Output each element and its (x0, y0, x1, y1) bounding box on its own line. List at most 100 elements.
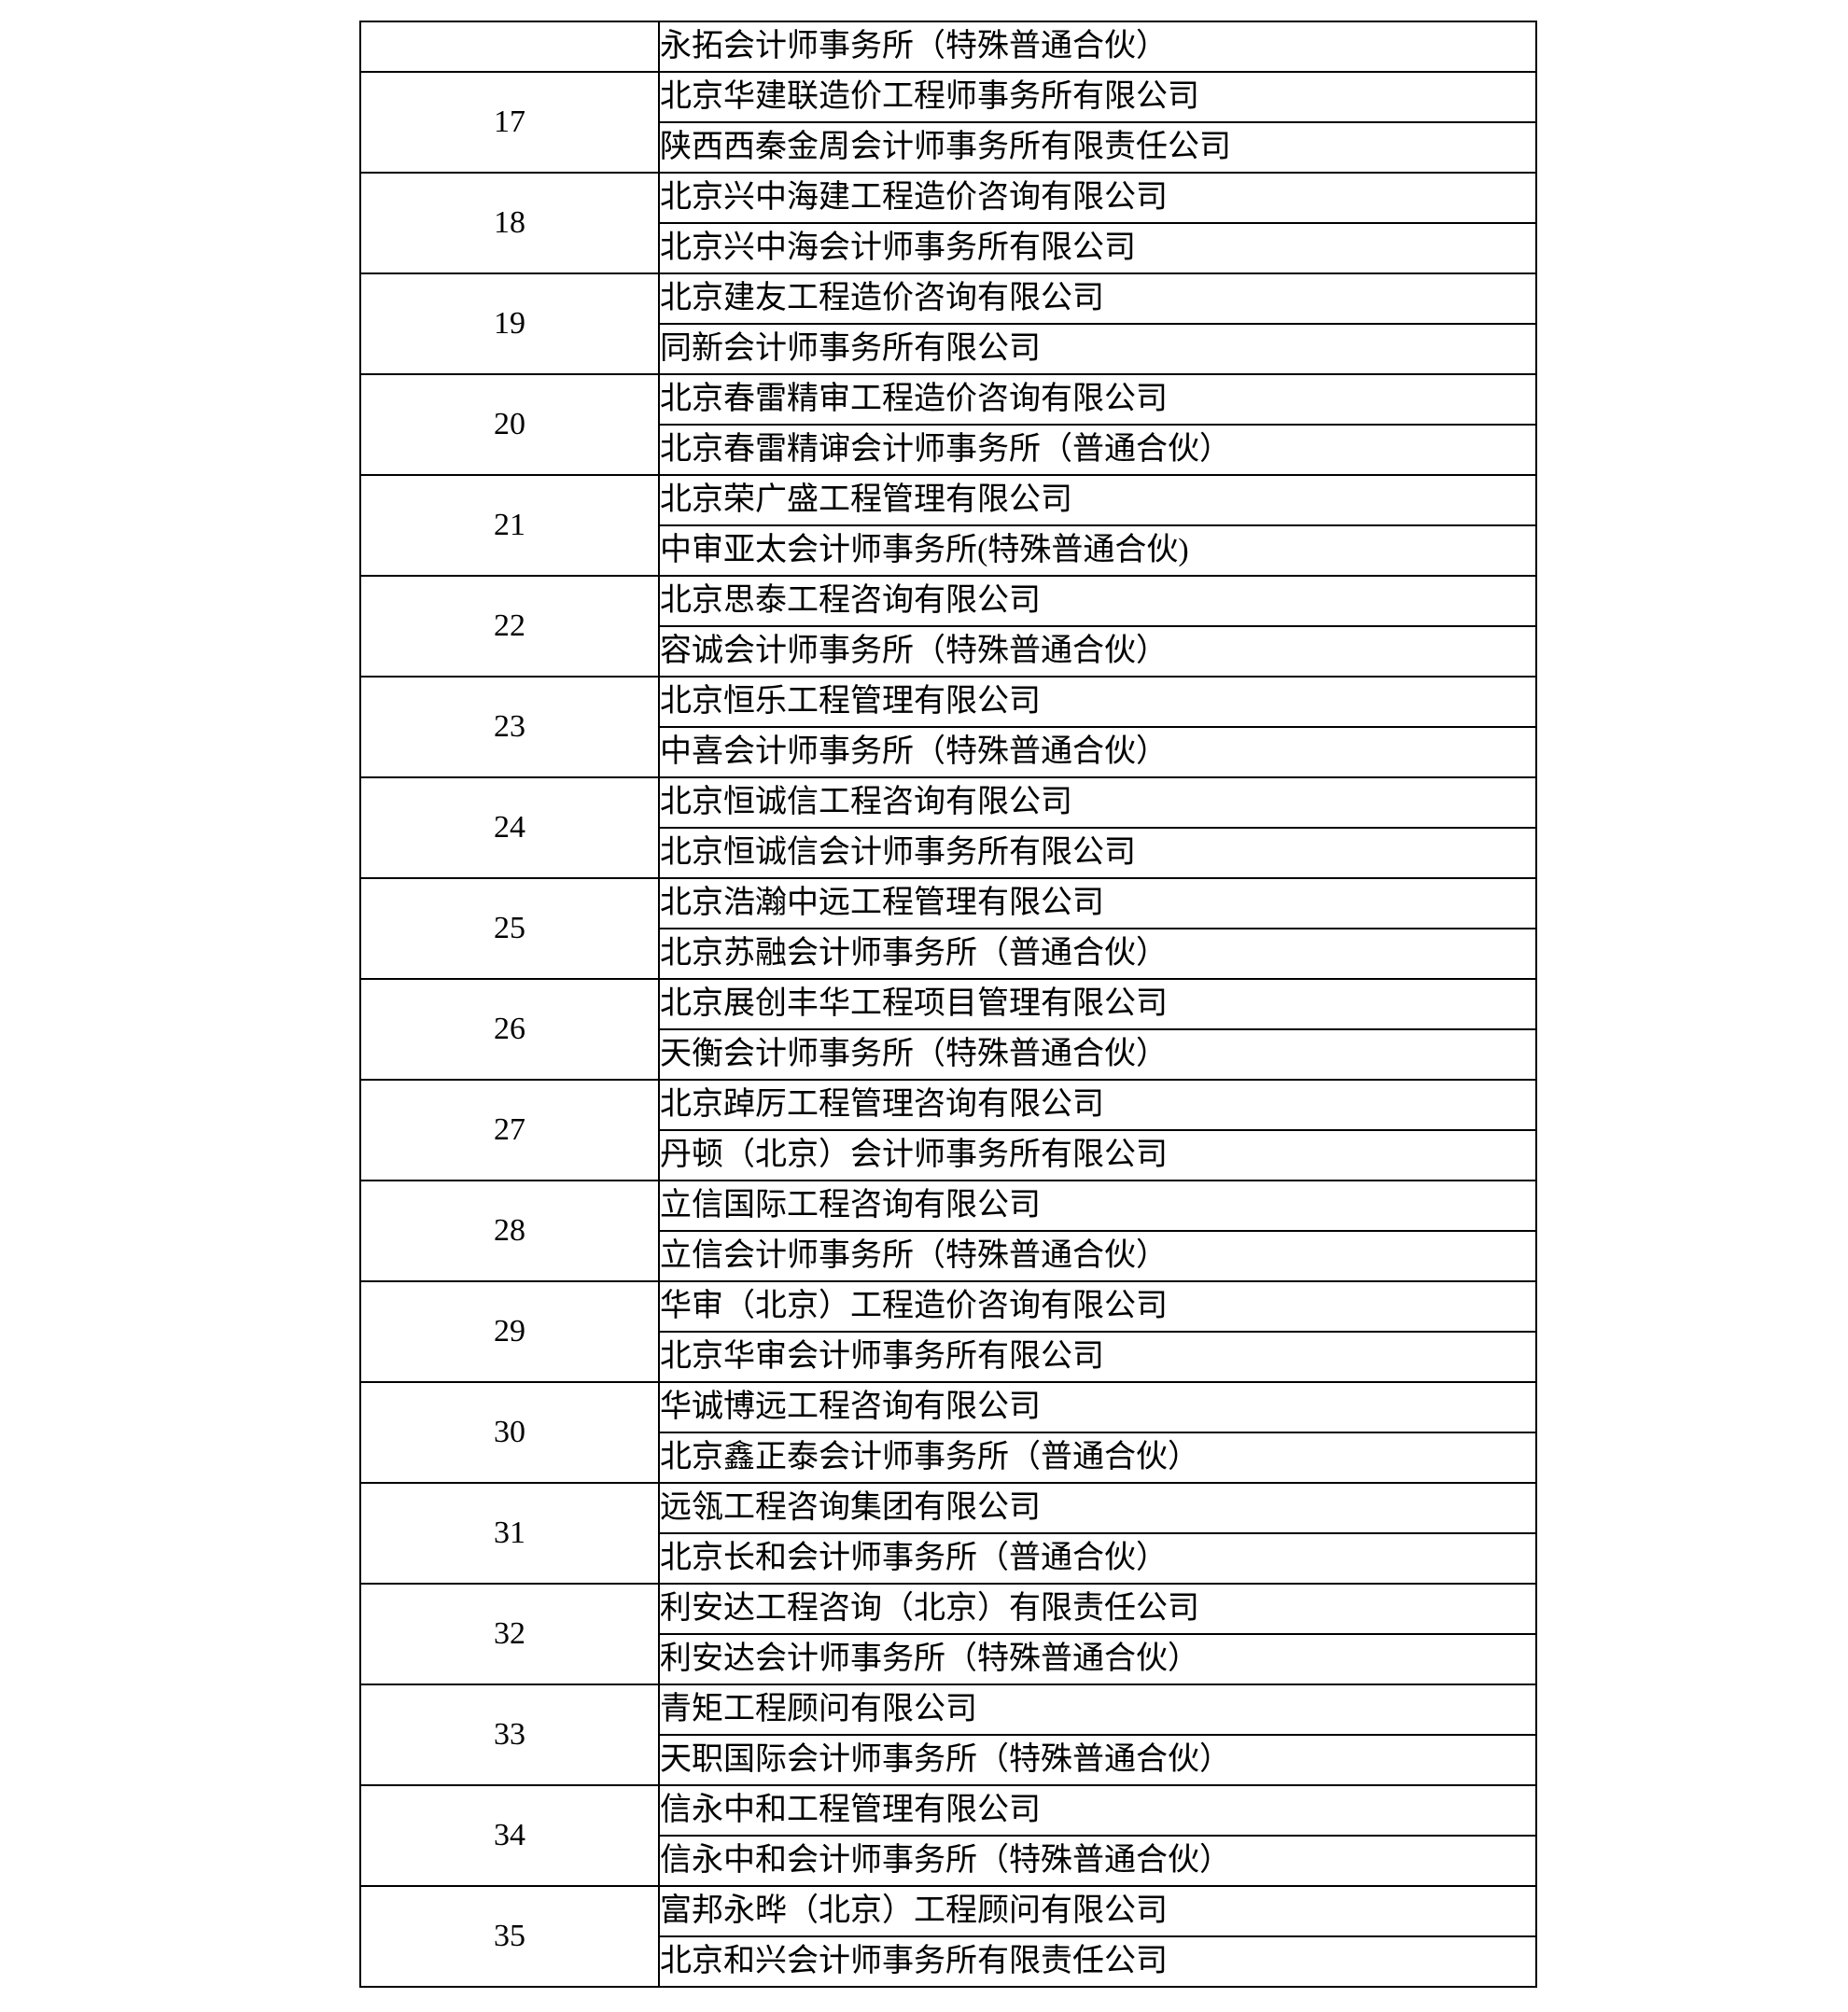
firm-name-cell: 远瓴工程咨询集团有限公司 (658, 1482, 1537, 1534)
table-row: 中喜会计师事务所（特殊普通合伙） (360, 726, 1537, 778)
row-number-cell: 24 (359, 776, 660, 879)
table-row: 34 信永中和工程管理有限公司 (359, 1784, 1537, 1887)
firm-name-cell: 北京春雷精审工程造价咨询有限公司 (658, 373, 1537, 426)
table-row: 21 北京荣广盛工程管理有限公司 (359, 474, 1537, 577)
firm-name-cell: 北京踔厉工程管理咨询有限公司 (658, 1079, 1537, 1131)
table-row: 29 华审（北京）工程造价咨询有限公司 (359, 1280, 1537, 1383)
row-number-cell: 27 (359, 1079, 660, 1181)
firm-name-cell: 中喜会计师事务所（特殊普通合伙） (658, 726, 1537, 778)
firm-name-cell: 北京恒诚信会计师事务所有限公司 (658, 827, 1537, 879)
firm-name-cell: 天衡会计师事务所（特殊普通合伙） (658, 1028, 1537, 1081)
table-row: 27 北京踔厉工程管理咨询有限公司 (359, 1079, 1537, 1181)
firm-name-cell: 中审亚太会计师事务所(特殊普通合伙) (658, 524, 1537, 577)
firm-name-cell: 北京恒诚信工程咨询有限公司 (658, 776, 1537, 829)
table-row: 北京春雷精谉会计师事务所（普通合伙） (360, 424, 1537, 476)
table-row: 天衡会计师事务所（特殊普通合伙） (360, 1028, 1537, 1081)
table-row: 北京苏融会计师事务所（普通合伙） (360, 928, 1537, 980)
table-row: 19 北京建友工程造价咨询有限公司 (359, 272, 1537, 375)
row-number-cell (359, 21, 660, 73)
firm-name-cell: 富邦永晔（北京）工程顾问有限公司 (658, 1885, 1537, 1937)
firm-name-cell: 北京恒乐工程管理有限公司 (658, 676, 1537, 728)
firm-name-cell: 北京建友工程造价咨询有限公司 (658, 272, 1537, 325)
row-number-cell: 32 (359, 1583, 660, 1685)
table-row-continuation: 永拓会计师事务所（特殊普通合伙） (359, 21, 1537, 73)
table-row: 北京和兴会计师事务所有限责任公司 (360, 1935, 1537, 1988)
firm-name-cell: 北京华建联造价工程师事务所有限公司 (658, 71, 1537, 123)
row-number-cell: 22 (359, 575, 660, 678)
table-row: 北京鑫正泰会计师事务所（普通合伙） (360, 1432, 1537, 1484)
table-row: 28 立信国际工程咨询有限公司 (359, 1180, 1537, 1282)
table-row: 容诚会计师事务所（特殊普通合伙） (360, 625, 1537, 678)
table-row: 丹顿（北京）会计师事务所有限公司 (360, 1129, 1537, 1181)
table-row: 26 北京展创丰华工程项目管理有限公司 (359, 978, 1537, 1081)
row-number-cell: 19 (359, 272, 660, 375)
table-row: 18 北京兴中海建工程造价咨询有限公司 (359, 172, 1537, 274)
firm-name-cell: 北京展创丰华工程项目管理有限公司 (658, 978, 1537, 1030)
table-row: 17 北京华建联造价工程师事务所有限公司 (359, 71, 1537, 174)
firm-name-cell: 丹顿（北京）会计师事务所有限公司 (658, 1129, 1537, 1181)
firm-name-cell: 北京苏融会计师事务所（普通合伙） (658, 928, 1537, 980)
firm-name-cell: 北京浩瀚中远工程管理有限公司 (658, 877, 1537, 929)
table-row: 北京兴中海会计师事务所有限公司 (360, 222, 1537, 274)
table-row: 北京恒诚信会计师事务所有限公司 (360, 827, 1537, 879)
row-number-cell: 20 (359, 373, 660, 476)
firm-name-cell: 容诚会计师事务所（特殊普通合伙） (658, 625, 1537, 678)
table-row: 陕西西秦金周会计师事务所有限责任公司 (360, 121, 1537, 174)
row-number-cell: 21 (359, 474, 660, 577)
table-row: 23 北京恒乐工程管理有限公司 (359, 676, 1537, 778)
firm-name-cell: 陕西西秦金周会计师事务所有限责任公司 (658, 121, 1537, 174)
table-row: 30 华诚博远工程咨询有限公司 (359, 1381, 1537, 1484)
firm-name-cell: 信永中和会计师事务所（特殊普通合伙） (658, 1835, 1537, 1887)
firm-name-cell: 信永中和工程管理有限公司 (658, 1784, 1537, 1837)
table-row: 32 利安达工程咨询（北京）有限责任公司 (359, 1583, 1537, 1685)
row-number-cell: 26 (359, 978, 660, 1081)
firm-name-cell: 立信会计师事务所（特殊普通合伙） (658, 1230, 1537, 1282)
firm-name-cell: 北京思泰工程咨询有限公司 (658, 575, 1537, 627)
row-number-cell: 31 (359, 1482, 660, 1585)
table-row: 20 北京春雷精审工程造价咨询有限公司 (359, 373, 1537, 476)
table-row: 22 北京思泰工程咨询有限公司 (359, 575, 1537, 678)
table-row: 25 北京浩瀚中远工程管理有限公司 (359, 877, 1537, 980)
row-number-cell: 33 (359, 1684, 660, 1786)
firm-name-cell: 北京兴中海会计师事务所有限公司 (658, 222, 1537, 274)
firm-name-cell: 北京兴中海建工程造价咨询有限公司 (658, 172, 1537, 224)
firm-name-cell: 天职国际会计师事务所（特殊普通合伙） (658, 1734, 1537, 1786)
table-row: 天职国际会计师事务所（特殊普通合伙） (360, 1734, 1537, 1786)
row-number-cell: 18 (359, 172, 660, 274)
firm-name-cell: 同新会计师事务所有限公司 (658, 323, 1537, 375)
firm-name-cell: 华诚博远工程咨询有限公司 (658, 1381, 1537, 1433)
row-number-cell: 30 (359, 1381, 660, 1484)
table-row: 北京长和会计师事务所（普通合伙） (360, 1532, 1537, 1585)
table-row: 同新会计师事务所有限公司 (360, 323, 1537, 375)
row-number-cell: 29 (359, 1280, 660, 1383)
firm-name-cell: 北京荣广盛工程管理有限公司 (658, 474, 1537, 526)
table-row: 31 远瓴工程咨询集团有限公司 (359, 1482, 1537, 1585)
audit-firms-table-body: 永拓会计师事务所（特殊普通合伙） 17 北京华建联造价工程师事务所有限公司 陕西西秦金… (359, 21, 1537, 1988)
table-row: 中审亚太会计师事务所(特殊普通合伙) (360, 524, 1537, 577)
firm-name-cell: 北京长和会计师事务所（普通合伙） (658, 1532, 1537, 1585)
row-number-cell: 34 (359, 1784, 660, 1887)
table-row: 信永中和会计师事务所（特殊普通合伙） (360, 1835, 1537, 1887)
firm-name-cell: 立信国际工程咨询有限公司 (658, 1180, 1537, 1232)
row-number-cell: 23 (359, 676, 660, 778)
audit-firms-table: 永拓会计师事务所（特殊普通合伙） 17 北京华建联造价工程师事务所有限公司 陕西西秦金… (359, 21, 1537, 1988)
row-number-cell: 25 (359, 877, 660, 980)
firm-name-cell: 永拓会计师事务所（特殊普通合伙） (658, 21, 1537, 73)
row-number-cell: 28 (359, 1180, 660, 1282)
firm-name-cell: 利安达会计师事务所（特殊普通合伙） (658, 1633, 1537, 1685)
table-row: 利安达会计师事务所（特殊普通合伙） (360, 1633, 1537, 1685)
row-number-cell: 17 (359, 71, 660, 174)
firm-name-cell: 北京和兴会计师事务所有限责任公司 (658, 1935, 1537, 1988)
table-row: 北京华审会计师事务所有限公司 (360, 1331, 1537, 1383)
row-number-cell: 35 (359, 1885, 660, 1988)
firm-name-cell: 北京华审会计师事务所有限公司 (658, 1331, 1537, 1383)
table-row: 24 北京恒诚信工程咨询有限公司 (359, 776, 1537, 879)
table-row: 33 青矩工程顾问有限公司 (359, 1684, 1537, 1786)
table-row: 立信会计师事务所（特殊普通合伙） (360, 1230, 1537, 1282)
table-row: 35 富邦永晔（北京）工程顾问有限公司 (359, 1885, 1537, 1988)
firm-name-cell: 北京鑫正泰会计师事务所（普通合伙） (658, 1432, 1537, 1484)
firm-name-cell: 北京春雷精谉会计师事务所（普通合伙） (658, 424, 1537, 476)
firm-name-cell: 华审（北京）工程造价咨询有限公司 (658, 1280, 1537, 1333)
firm-name-cell: 利安达工程咨询（北京）有限责任公司 (658, 1583, 1537, 1635)
